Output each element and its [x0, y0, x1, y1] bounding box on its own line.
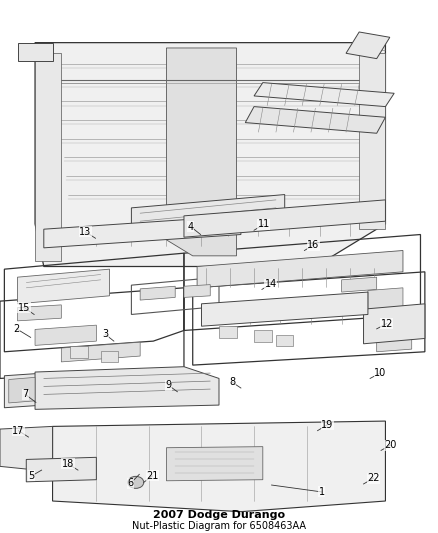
Polygon shape — [276, 335, 293, 346]
Polygon shape — [26, 457, 96, 482]
Polygon shape — [368, 288, 403, 312]
Polygon shape — [4, 373, 44, 408]
Polygon shape — [166, 48, 237, 256]
Polygon shape — [131, 195, 285, 240]
Polygon shape — [35, 53, 61, 261]
Text: 21: 21 — [146, 471, 159, 481]
Polygon shape — [342, 277, 377, 292]
Polygon shape — [18, 269, 109, 304]
Polygon shape — [201, 292, 368, 326]
Text: 12: 12 — [381, 319, 393, 328]
Polygon shape — [140, 286, 175, 300]
Polygon shape — [44, 216, 241, 248]
Text: 4: 4 — [187, 222, 194, 231]
Text: 6: 6 — [127, 479, 134, 488]
Text: 2007 Dodge Durango: 2007 Dodge Durango — [153, 510, 285, 520]
Polygon shape — [35, 367, 219, 409]
Polygon shape — [18, 43, 53, 61]
Polygon shape — [184, 200, 385, 237]
Text: 1: 1 — [319, 487, 325, 497]
Polygon shape — [35, 43, 385, 266]
Polygon shape — [18, 305, 61, 321]
Text: 17: 17 — [12, 426, 25, 435]
Text: 10: 10 — [374, 368, 386, 378]
Polygon shape — [9, 377, 35, 403]
Polygon shape — [364, 304, 425, 344]
Ellipse shape — [128, 477, 144, 488]
Polygon shape — [197, 251, 403, 288]
Text: 19: 19 — [321, 420, 333, 430]
Polygon shape — [53, 421, 385, 512]
Polygon shape — [219, 326, 237, 338]
Text: 14: 14 — [265, 279, 277, 289]
Polygon shape — [359, 53, 385, 229]
Text: 22: 22 — [367, 473, 380, 483]
Text: 18: 18 — [62, 459, 74, 469]
Text: 15: 15 — [18, 303, 30, 312]
Text: Nut-Plastic Diagram for 6508463AA: Nut-Plastic Diagram for 6508463AA — [132, 521, 306, 531]
Text: 3: 3 — [102, 329, 108, 339]
Text: 2: 2 — [14, 324, 20, 334]
Polygon shape — [101, 351, 118, 362]
Polygon shape — [245, 107, 385, 133]
Text: 16: 16 — [307, 240, 319, 250]
Polygon shape — [35, 325, 96, 345]
Polygon shape — [166, 447, 263, 481]
Polygon shape — [184, 285, 210, 297]
Text: 7: 7 — [22, 390, 28, 399]
Text: 11: 11 — [258, 220, 270, 229]
Polygon shape — [254, 330, 272, 342]
Polygon shape — [254, 83, 394, 107]
Polygon shape — [346, 32, 390, 59]
Text: 9: 9 — [166, 381, 172, 390]
Text: 13: 13 — [79, 227, 92, 237]
Text: 5: 5 — [28, 471, 35, 481]
Polygon shape — [377, 336, 412, 352]
Polygon shape — [70, 346, 88, 358]
Polygon shape — [0, 426, 53, 469]
Polygon shape — [61, 342, 140, 362]
Text: 20: 20 — [385, 440, 397, 450]
Text: 8: 8 — [229, 377, 235, 387]
